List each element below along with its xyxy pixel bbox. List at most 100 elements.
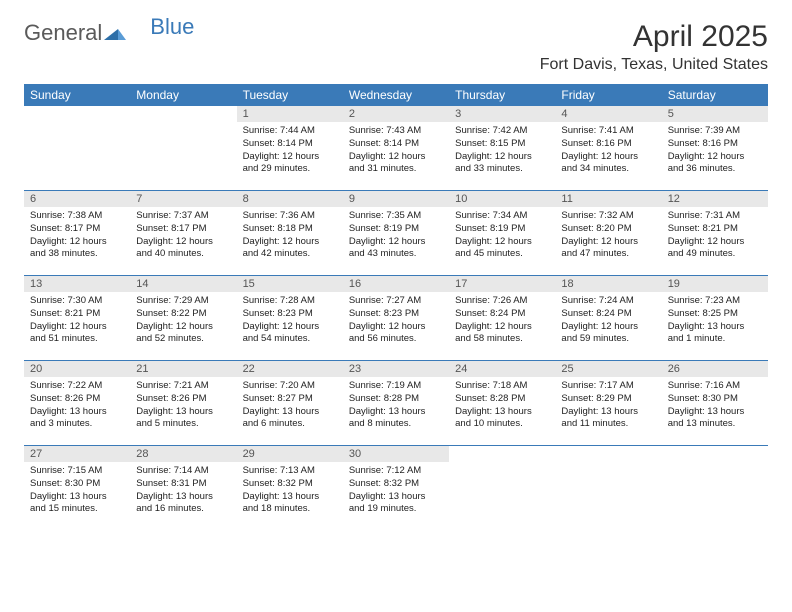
day-number: 27	[24, 446, 130, 462]
calendar-week-row: 27Sunrise: 7:15 AMSunset: 8:30 PMDayligh…	[24, 446, 768, 531]
sunrise-text: Sunrise: 7:24 AM	[561, 295, 655, 308]
day-number: 14	[130, 276, 236, 292]
daylight-text: Daylight: 13 hours and 1 minute.	[668, 321, 762, 347]
day-number: 25	[555, 361, 661, 377]
daylight-text: Daylight: 13 hours and 6 minutes.	[243, 406, 337, 432]
day-body: Sunrise: 7:18 AMSunset: 8:28 PMDaylight:…	[449, 377, 555, 435]
day-body: Sunrise: 7:41 AMSunset: 8:16 PMDaylight:…	[555, 122, 661, 180]
calendar-cell: 27Sunrise: 7:15 AMSunset: 8:30 PMDayligh…	[24, 446, 130, 531]
daylight-text: Daylight: 12 hours and 36 minutes.	[668, 151, 762, 177]
sunset-text: Sunset: 8:31 PM	[136, 478, 230, 491]
calendar-cell: 15Sunrise: 7:28 AMSunset: 8:23 PMDayligh…	[237, 276, 343, 361]
sunset-text: Sunset: 8:30 PM	[30, 478, 124, 491]
daylight-text: Daylight: 12 hours and 58 minutes.	[455, 321, 549, 347]
daylight-text: Daylight: 13 hours and 3 minutes.	[30, 406, 124, 432]
sunset-text: Sunset: 8:29 PM	[561, 393, 655, 406]
day-number: 8	[237, 191, 343, 207]
sunrise-text: Sunrise: 7:32 AM	[561, 210, 655, 223]
sunrise-text: Sunrise: 7:30 AM	[30, 295, 124, 308]
day-number: 23	[343, 361, 449, 377]
day-body: Sunrise: 7:37 AMSunset: 8:17 PMDaylight:…	[130, 207, 236, 265]
sunset-text: Sunset: 8:17 PM	[30, 223, 124, 236]
daylight-text: Daylight: 12 hours and 49 minutes.	[668, 236, 762, 262]
calendar-header-row: SundayMondayTuesdayWednesdayThursdayFrid…	[24, 84, 768, 106]
calendar-week-row: 13Sunrise: 7:30 AMSunset: 8:21 PMDayligh…	[24, 276, 768, 361]
calendar-cell: 12Sunrise: 7:31 AMSunset: 8:21 PMDayligh…	[662, 191, 768, 276]
sunrise-text: Sunrise: 7:16 AM	[668, 380, 762, 393]
calendar-cell: 25 Sunrise: 7:17 AMSunset: 8:29 PMDayligh…	[555, 361, 661, 446]
daylight-text: Daylight: 13 hours and 5 minutes.	[136, 406, 230, 432]
sunset-text: Sunset: 8:19 PM	[455, 223, 549, 236]
sunset-text: Sunset: 8:28 PM	[349, 393, 443, 406]
calendar-cell	[555, 446, 661, 531]
sunset-text: Sunset: 8:14 PM	[243, 138, 337, 151]
day-body: Sunrise: 7:30 AMSunset: 8:21 PMDaylight:…	[24, 292, 130, 350]
sunrise-text: Sunrise: 7:17 AM	[561, 380, 655, 393]
page-title: April 2025	[540, 20, 768, 54]
sunrise-text: Sunrise: 7:31 AM	[668, 210, 762, 223]
day-body: Sunrise: 7:38 AMSunset: 8:17 PMDaylight:…	[24, 207, 130, 265]
day-number: 17	[449, 276, 555, 292]
sunset-text: Sunset: 8:21 PM	[30, 308, 124, 321]
day-body: Sunrise: 7:43 AMSunset: 8:14 PMDaylight:…	[343, 122, 449, 180]
daylight-text: Daylight: 13 hours and 11 minutes.	[561, 406, 655, 432]
calendar-week-row: 6Sunrise: 7:38 AMSunset: 8:17 PMDaylight…	[24, 191, 768, 276]
day-number: 18	[555, 276, 661, 292]
sunrise-text: Sunrise: 7:41 AM	[561, 125, 655, 138]
day-body: Sunrise: 7:20 AMSunset: 8:27 PMDaylight:…	[237, 377, 343, 435]
sunrise-text: Sunrise: 7:43 AM	[349, 125, 443, 138]
sunrise-text: Sunrise: 7:19 AM	[349, 380, 443, 393]
calendar-cell: 29Sunrise: 7:13 AMSunset: 8:32 PMDayligh…	[237, 446, 343, 531]
sunset-text: Sunset: 8:32 PM	[243, 478, 337, 491]
sunset-text: Sunset: 8:20 PM	[561, 223, 655, 236]
title-block: April 2025 Fort Davis, Texas, United Sta…	[540, 20, 768, 74]
day-body: Sunrise: 7:26 AMSunset: 8:24 PMDaylight:…	[449, 292, 555, 350]
sunrise-text: Sunrise: 7:15 AM	[30, 465, 124, 478]
day-body: Sunrise: 7:12 AMSunset: 8:32 PMDaylight:…	[343, 462, 449, 520]
day-body: Sunrise: 7:21 AMSunset: 8:26 PMDaylight:…	[130, 377, 236, 435]
calendar-cell: 18Sunrise: 7:24 AMSunset: 8:24 PMDayligh…	[555, 276, 661, 361]
calendar-cell: 11Sunrise: 7:32 AMSunset: 8:20 PMDayligh…	[555, 191, 661, 276]
sunset-text: Sunset: 8:30 PM	[668, 393, 762, 406]
day-body: Sunrise: 7:15 AMSunset: 8:30 PMDaylight:…	[24, 462, 130, 520]
sunset-text: Sunset: 8:24 PM	[455, 308, 549, 321]
calendar-cell: 22Sunrise: 7:20 AMSunset: 8:27 PMDayligh…	[237, 361, 343, 446]
day-number: 15	[237, 276, 343, 292]
sunset-text: Sunset: 8:15 PM	[455, 138, 549, 151]
day-header: Monday	[130, 84, 236, 106]
calendar-cell: 20Sunrise: 7:22 AMSunset: 8:26 PMDayligh…	[24, 361, 130, 446]
day-header: Wednesday	[343, 84, 449, 106]
sunrise-text: Sunrise: 7:14 AM	[136, 465, 230, 478]
header: General Blue April 2025 Fort Davis, Texa…	[24, 20, 768, 74]
day-body: Sunrise: 7:19 AMSunset: 8:28 PMDaylight:…	[343, 377, 449, 435]
sunrise-text: Sunrise: 7:23 AM	[668, 295, 762, 308]
day-number: 1	[237, 106, 343, 122]
day-number: 9	[343, 191, 449, 207]
day-body: Sunrise: 7:32 AMSunset: 8:20 PMDaylight:…	[555, 207, 661, 265]
sunset-text: Sunset: 8:18 PM	[243, 223, 337, 236]
sunrise-text: Sunrise: 7:42 AM	[455, 125, 549, 138]
day-number: 29	[237, 446, 343, 462]
calendar-cell: 28Sunrise: 7:14 AMSunset: 8:31 PMDayligh…	[130, 446, 236, 531]
daylight-text: Daylight: 13 hours and 10 minutes.	[455, 406, 549, 432]
sunrise-text: Sunrise: 7:34 AM	[455, 210, 549, 223]
daylight-text: Daylight: 12 hours and 43 minutes.	[349, 236, 443, 262]
calendar-cell: 2Sunrise: 7:43 AMSunset: 8:14 PMDaylight…	[343, 106, 449, 191]
daylight-text: Daylight: 12 hours and 34 minutes.	[561, 151, 655, 177]
day-body: Sunrise: 7:23 AMSunset: 8:25 PMDaylight:…	[662, 292, 768, 350]
location-label: Fort Davis, Texas, United States	[540, 56, 768, 74]
sunrise-text: Sunrise: 7:22 AM	[30, 380, 124, 393]
daylight-text: Daylight: 12 hours and 29 minutes.	[243, 151, 337, 177]
day-body: Sunrise: 7:36 AMSunset: 8:18 PMDaylight:…	[237, 207, 343, 265]
sunset-text: Sunset: 8:24 PM	[561, 308, 655, 321]
daylight-text: Daylight: 12 hours and 47 minutes.	[561, 236, 655, 262]
calendar-week-row: 20Sunrise: 7:22 AMSunset: 8:26 PMDayligh…	[24, 361, 768, 446]
sunrise-text: Sunrise: 7:36 AM	[243, 210, 337, 223]
calendar-cell	[449, 446, 555, 531]
calendar-cell: 5Sunrise: 7:39 AMSunset: 8:16 PMDaylight…	[662, 106, 768, 191]
calendar-cell: 1Sunrise: 7:44 AMSunset: 8:14 PMDaylight…	[237, 106, 343, 191]
calendar-cell: 21Sunrise: 7:21 AMSunset: 8:26 PMDayligh…	[130, 361, 236, 446]
daylight-text: Daylight: 12 hours and 45 minutes.	[455, 236, 549, 262]
calendar-cell: 13Sunrise: 7:30 AMSunset: 8:21 PMDayligh…	[24, 276, 130, 361]
day-body: Sunrise: 7:34 AMSunset: 8:19 PMDaylight:…	[449, 207, 555, 265]
